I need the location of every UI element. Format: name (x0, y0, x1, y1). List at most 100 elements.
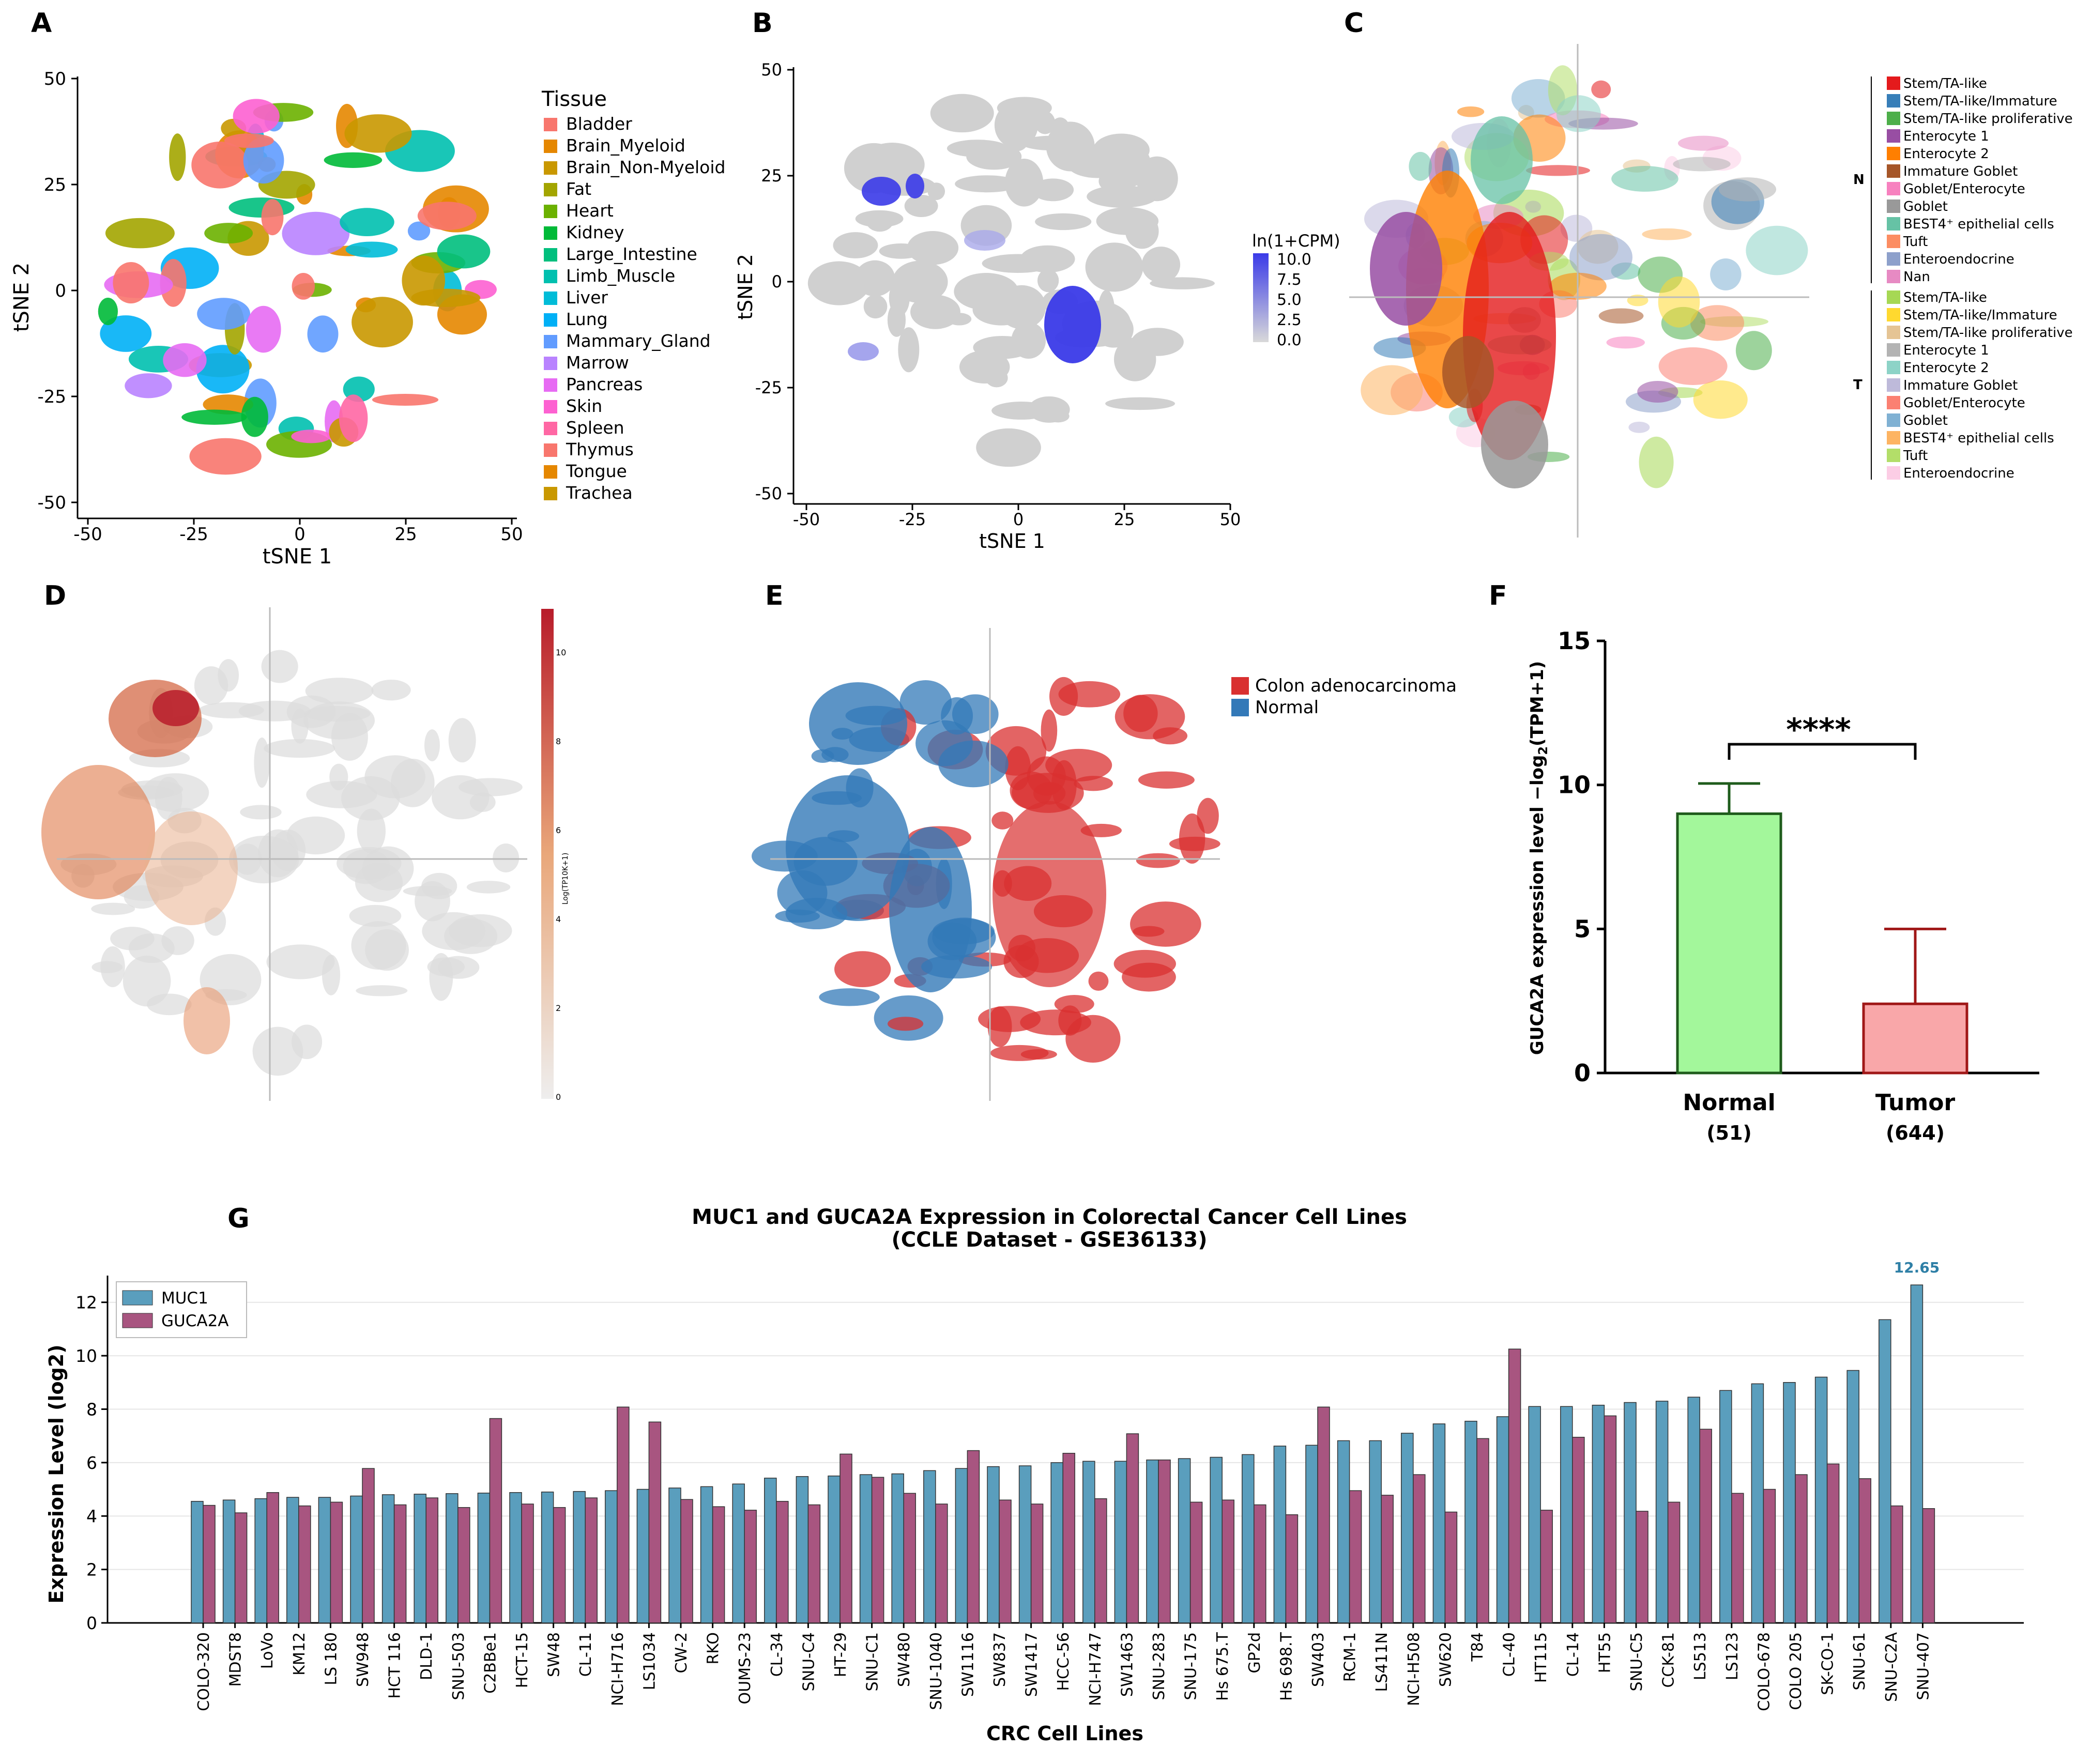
g-bar-guca2a (1062, 1453, 1075, 1623)
panel-letter-g: G (227, 1203, 250, 1234)
a-xtick-label: 0 (294, 524, 306, 545)
c-legend-swatch (1887, 343, 1900, 357)
expression-cluster (947, 140, 1009, 157)
c-legend-label: BEST4⁺ epithelial cells (1903, 431, 2054, 446)
a-legend-label: Skin (566, 396, 602, 416)
g-bar-muc1 (1305, 1445, 1318, 1623)
c-legend-label: Stem/TA-like proliferative (1903, 325, 2073, 341)
expression-cluster (240, 805, 282, 820)
a-legend-swatch (544, 357, 557, 370)
panel-c: Stem/TA-like Stem/TA-like/Immature Stem/TA… (1349, 44, 2073, 538)
g-bar-muc1 (764, 1478, 777, 1623)
c-legend-swatch (1887, 396, 1900, 409)
g-xlabel: CRC Cell Lines (986, 1722, 1143, 1745)
tissue-cluster (98, 297, 118, 326)
tissue-cluster (372, 393, 439, 406)
b-ytick-label: 25 (761, 166, 782, 186)
c-legend-label: BEST4⁺ epithelial cells (1903, 217, 2054, 232)
tissue-cluster (307, 315, 339, 353)
origin-cluster (1058, 681, 1121, 708)
c-legend: Stem/TA-like Stem/TA-like/Immature Stem/TA… (1853, 76, 2073, 481)
g-legend-label: GUCA2A (161, 1312, 229, 1330)
c-legend-label: Enterocyte 1 (1903, 129, 1989, 144)
tissue-cluster (204, 223, 253, 244)
c-legend-label: Stem/TA-like/Immature (1903, 308, 2057, 323)
origin-cluster (1020, 1049, 1057, 1060)
c-legend-label: Tuft (1903, 234, 1928, 250)
tissue-cluster (407, 221, 431, 241)
expression-cluster (305, 678, 374, 704)
g-title-line2: (CCLE Dataset - GSE36133) (892, 1228, 1208, 1252)
g-xtick-label: SW1463 (1118, 1632, 1136, 1697)
expression-cluster (910, 295, 960, 329)
g-bar-guca2a (1572, 1436, 1585, 1623)
c-legend-label: Goblet/Enterocyte (1903, 181, 2025, 197)
tissue-cluster (169, 133, 186, 181)
tissue-cluster (261, 199, 284, 236)
tissue-cluster (402, 255, 446, 306)
g-bar-guca2a (1731, 1493, 1744, 1623)
f-bar-tumor (1862, 1002, 1968, 1075)
a-legend-swatch (544, 335, 557, 348)
expression-cluster (161, 926, 194, 955)
tissue-cluster (163, 343, 207, 377)
g-bar-muc1 (1401, 1433, 1414, 1623)
e-legend-label: Colon adenocarcinoma (1255, 676, 1457, 696)
expression-cluster (403, 886, 452, 897)
g-xtick-label: HCT-15 (513, 1632, 531, 1688)
g-bar-guca2a (1795, 1474, 1808, 1623)
expression-cluster (123, 955, 171, 1007)
tissue-cluster (243, 137, 284, 184)
panel-f: 0 5 10 15 Normal (51) Tumor (644) GUCA2A expres… (1527, 627, 2039, 1144)
origin-cluster (834, 951, 891, 988)
f-ylabel-tail: (TPM+1) (1527, 661, 1548, 746)
expression-cluster (1035, 213, 1092, 231)
g-bar-muc1 (350, 1495, 363, 1623)
expression-cluster (424, 729, 440, 761)
g-xtick-label: LS513 (1691, 1632, 1709, 1680)
a-xtick-label: -50 (73, 524, 102, 545)
b-xtick-label: -50 (793, 510, 820, 529)
expression-cluster (459, 778, 523, 796)
g-xtick-label: OUMS-23 (736, 1632, 754, 1705)
panel-letter-f: F (1489, 580, 1507, 611)
tissue-cluster (197, 298, 251, 330)
c-legend-swatch (1887, 112, 1900, 125)
celltype-cluster (1639, 436, 1674, 488)
celltype-cluster (1409, 151, 1432, 181)
origin-cluster (1169, 836, 1220, 851)
expression-cluster (985, 369, 1008, 388)
g-bar-guca2a (871, 1477, 884, 1623)
tissue-cluster (417, 202, 477, 231)
mid-expression-cluster (964, 230, 1005, 251)
g-ytick-label: 0 (86, 1613, 97, 1633)
a-legend-swatch (544, 183, 557, 196)
g-xtick-label: RCM-1 (1341, 1632, 1360, 1682)
a-legend-swatch (544, 292, 557, 305)
g-bar-muc1 (1464, 1420, 1477, 1623)
expression-cluster (100, 946, 125, 987)
f-significance-bracket (1728, 743, 1917, 760)
a-legend-label: Kidney (566, 222, 624, 242)
e-legend-swatch (1231, 677, 1249, 695)
expression-cluster (364, 755, 425, 799)
g-ylabel: Expression Level (log2) (45, 1344, 68, 1603)
g-bar-guca2a (1413, 1474, 1426, 1623)
g-bar-guca2a (839, 1453, 852, 1623)
g-bar-guca2a (744, 1510, 757, 1623)
tissue-cluster (125, 373, 172, 398)
c-legend-label: Tuft (1903, 448, 1928, 464)
g-xtick-label: MDST8 (227, 1632, 245, 1686)
g-xtick-label: HCC-56 (1055, 1632, 1073, 1691)
tissue-cluster (246, 305, 281, 353)
a-legend-label: Liver (566, 287, 608, 308)
g-bar-guca2a (1763, 1489, 1776, 1623)
c-legend-label: Enterocyte 2 (1903, 360, 1989, 376)
g-bar-guca2a (1381, 1495, 1394, 1623)
g-xtick-label: SW1116 (959, 1632, 977, 1697)
b-colorbar-title: ln(1+CPM) (1252, 231, 1340, 251)
c-legend-label: Immature Goblet (1903, 378, 2018, 393)
g-bar-guca2a (712, 1506, 725, 1623)
g-bar-muc1 (381, 1494, 395, 1623)
